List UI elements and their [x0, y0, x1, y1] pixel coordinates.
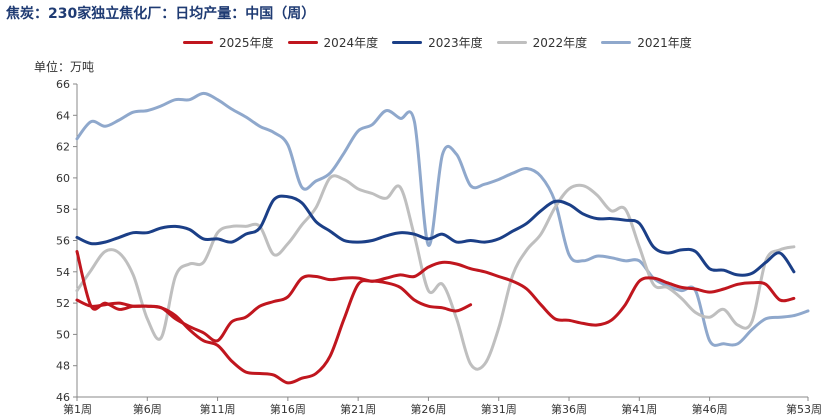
legend-swatch — [496, 41, 527, 44]
y-tick-label: 62 — [56, 141, 70, 154]
y-tick-label: 64 — [56, 109, 70, 122]
y-tick-label: 52 — [56, 297, 70, 310]
legend-label: 2021年度 — [637, 36, 692, 50]
y-tick-label: 56 — [56, 235, 70, 248]
x-tick-label: 第6周 — [133, 402, 162, 416]
legend-swatch — [183, 41, 213, 44]
y-tick-label: 58 — [56, 203, 70, 216]
series-line-1 — [75, 260, 796, 343]
legend-item: 2023年度 — [392, 34, 483, 51]
series-line-0 — [75, 250, 473, 385]
x-tick-label: 第36周 — [551, 402, 587, 416]
x-tick-label: 第41周 — [621, 402, 657, 416]
legend-label: 2024年度 — [323, 36, 379, 50]
y-tick-label: 54 — [56, 266, 70, 279]
y-tick-label: 48 — [56, 360, 70, 373]
legend-item: 2022年度 — [496, 34, 588, 51]
legend-label: 2025年度 — [219, 36, 274, 50]
y-tick-label: 60 — [56, 172, 70, 185]
series-line-4 — [75, 91, 810, 347]
y-axis-unit-label: 单位：万吨 — [34, 60, 95, 74]
legend-label: 2023年度 — [428, 36, 483, 50]
x-tick-label: 第11周 — [200, 402, 236, 416]
y-tick-label: 66 — [56, 78, 70, 91]
y-tick-label: 50 — [56, 328, 70, 341]
series-line-2 — [75, 194, 796, 277]
series-layer — [75, 91, 810, 385]
legend-swatch — [601, 41, 632, 44]
x-tick-label: 第31周 — [481, 402, 517, 416]
x-tick-label: 第21周 — [340, 402, 376, 416]
legend: 2025年度 2024年度 2023年度 2022年度 2021年度 — [183, 34, 692, 51]
axes: 46 48 50 52 54 56 58 60 62 64 66 第1周 第6周 第11周 第16周 第21周… — [56, 78, 822, 416]
legend-swatch — [392, 41, 423, 44]
y-tick-label: 46 — [56, 391, 70, 404]
x-tick-label: 第46周 — [692, 402, 728, 416]
chart-title: 焦炭：230家独立焦化厂：日均产量：中国（周） — [6, 6, 316, 22]
legend-item: 2024年度 — [287, 34, 379, 51]
x-tick-label: 第1周 — [63, 402, 92, 416]
x-tick-label: 第26周 — [410, 402, 446, 416]
x-tick-label: 第16周 — [270, 402, 306, 416]
legend-item: 2021年度 — [601, 34, 692, 51]
legend-label: 2022年度 — [532, 36, 588, 50]
x-tick-label: 第53周 — [786, 402, 822, 416]
legend-swatch — [287, 41, 318, 44]
series-line-3 — [75, 174, 796, 371]
legend-item: 2025年度 — [183, 34, 274, 51]
